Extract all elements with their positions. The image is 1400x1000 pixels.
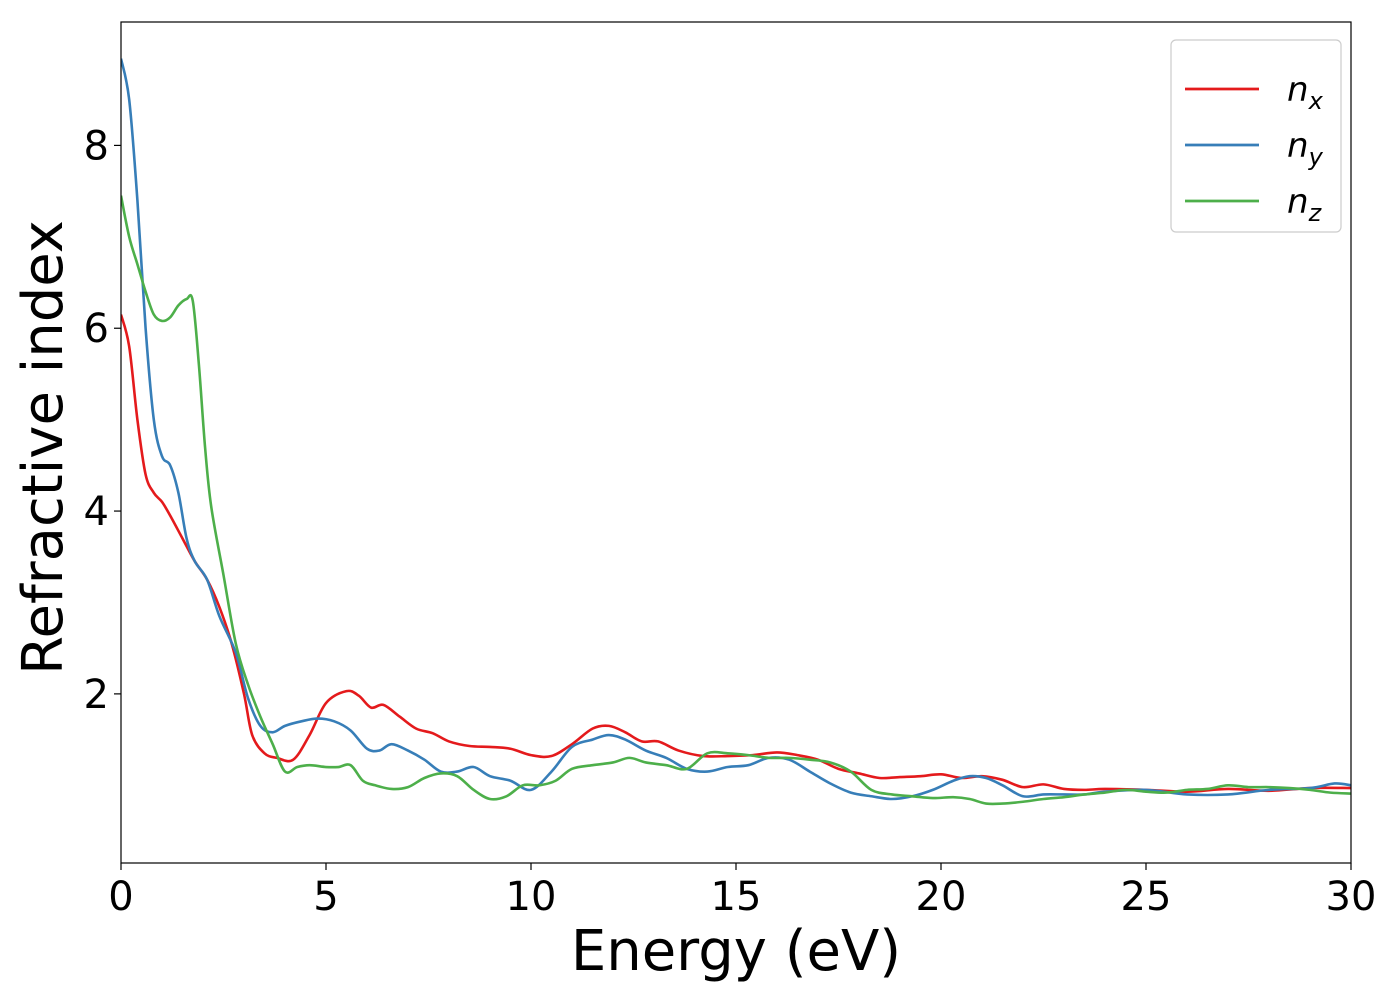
y-tick-label: 6 <box>84 306 109 352</box>
y-tick-label: 4 <box>84 489 109 535</box>
x-tick-label: 15 <box>711 874 762 920</box>
y-tick-label: 2 <box>84 672 109 718</box>
x-tick-label: 5 <box>313 874 338 920</box>
x-tick-label: 30 <box>1326 874 1377 920</box>
series-line-x <box>121 314 1351 794</box>
x-tick-label: 25 <box>1121 874 1172 920</box>
legend-label-x: nx <box>1287 70 1324 115</box>
series-line-z <box>121 195 1351 806</box>
x-tick-label: 0 <box>108 874 133 920</box>
x-axis-title: Energy (eV) <box>571 919 901 984</box>
series-line-y <box>121 58 1351 801</box>
y-tick-label: 8 <box>84 123 109 169</box>
x-tick-label: 10 <box>506 874 557 920</box>
x-axis-ticks: 0 5 10 15 20 25 30 <box>108 863 1376 920</box>
y-axis-ticks: 2 4 6 8 <box>84 123 121 718</box>
legend: nx ny nz <box>1170 39 1342 233</box>
series-layer <box>121 58 1351 806</box>
y-axis-title: Refractive index <box>11 220 76 675</box>
x-tick-label: 20 <box>916 874 967 920</box>
legend-label-z: nz <box>1287 182 1323 227</box>
legend-label-y: ny <box>1287 126 1324 171</box>
